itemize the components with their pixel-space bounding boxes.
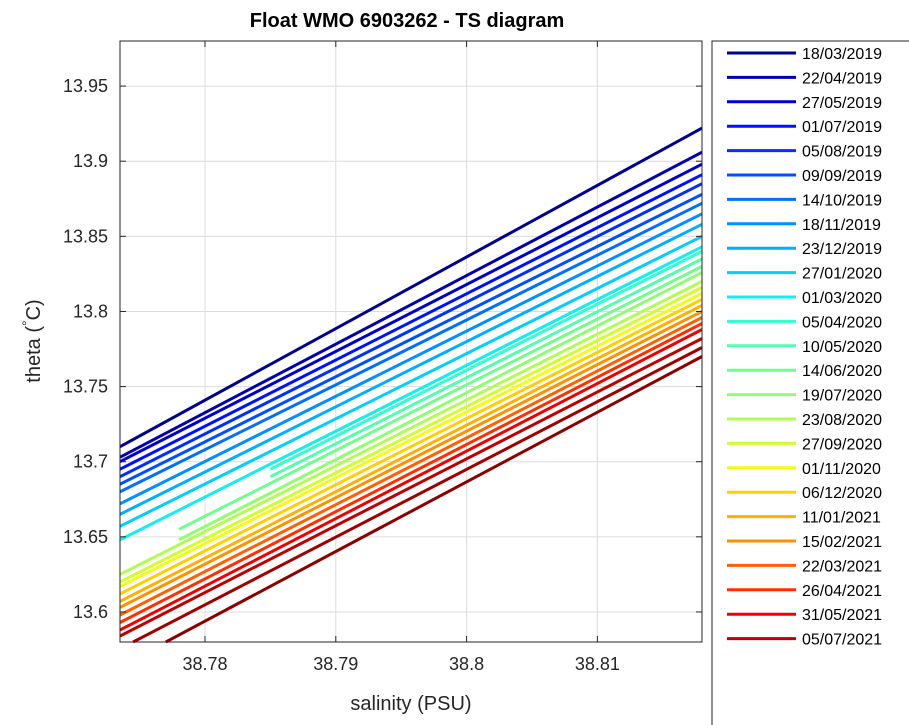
plot-area-frame	[119, 40, 703, 643]
legend-entry-label: 11/01/2021	[802, 510, 881, 527]
legend-entry-label: 06/12/2020	[802, 485, 882, 502]
series-line	[119, 337, 703, 638]
series-line	[119, 222, 703, 516]
y-tick-label: 13.95	[63, 76, 108, 96]
series-line	[119, 280, 703, 576]
chart-title: Float WMO 6903262 - TS diagram	[250, 10, 565, 32]
legend-entry-label: 05/08/2019	[802, 144, 882, 161]
series-line	[119, 201, 703, 494]
series-line	[119, 328, 703, 632]
series-line	[119, 322, 703, 624]
series-lines	[119, 126, 703, 644]
series-line	[119, 162, 703, 464]
legend-entry-label: 27/01/2020	[802, 266, 882, 283]
series-line	[165, 355, 703, 644]
y-axis-ticks: 13.6 13.65 13.7 13.75 13.8 13.85 13.9 13.95	[63, 76, 702, 622]
legend-entry-label: 14/06/2020	[802, 363, 882, 380]
legend-entry-label: 23/08/2020	[802, 412, 882, 429]
y-tick-label: 13.8	[73, 301, 108, 321]
legend-entry-label: 19/07/2020	[802, 388, 882, 405]
x-axis-label: salinity (PSU)	[350, 693, 471, 715]
y-tick-label: 13.85	[63, 226, 108, 246]
series-line	[119, 310, 703, 609]
x-tick-label: 38.79	[313, 654, 358, 674]
legend-entry-label: 26/04/2021	[802, 583, 882, 600]
series-line	[269, 250, 703, 471]
series-line	[119, 286, 703, 584]
series-line	[119, 192, 703, 486]
y-axis-label-main: theta (	[23, 326, 45, 383]
series-line	[119, 245, 703, 542]
legend-entry-label: 05/07/2021	[802, 632, 882, 649]
y-tick-label: 13.7	[73, 452, 108, 472]
series-line	[178, 265, 703, 531]
y-axis-label-degree: °	[19, 320, 35, 326]
series-line	[119, 292, 703, 588]
legend-entry-label: 05/04/2020	[802, 314, 882, 331]
legend-entry-label: 14/10/2019	[802, 192, 882, 209]
y-tick-label: 13.65	[63, 527, 108, 547]
legend-entry-label: 22/04/2019	[802, 70, 882, 87]
legend-entry-label: 27/09/2020	[802, 436, 882, 453]
legend-entry-label: 01/03/2020	[802, 290, 882, 307]
series-line	[119, 182, 703, 479]
series-line	[132, 346, 703, 644]
x-axis-ticks: 38.78 38.79 38.8 38.81	[182, 41, 620, 674]
legend-entry-label: 10/05/2020	[802, 339, 882, 356]
legend-entry-label: 18/11/2019	[802, 217, 881, 234]
legend-box	[711, 40, 909, 725]
legend-entry-label: 09/09/2019	[802, 168, 882, 185]
legend-entry-label: 23/12/2019	[802, 241, 882, 258]
y-axis-label-unit: C)	[23, 299, 45, 320]
series-line	[119, 234, 703, 528]
legend: 18/03/2019 22/04/2019 27/05/2019 01/07/2019…	[727, 46, 882, 649]
x-tick-label: 38.78	[182, 654, 227, 674]
legend-entry-label: 22/03/2021	[802, 558, 882, 575]
series-line	[119, 298, 703, 596]
y-tick-label: 13.9	[73, 151, 108, 171]
series-line	[119, 316, 703, 617]
y-axis-label: theta (°C)	[19, 299, 45, 382]
grid-lines	[120, 41, 702, 642]
legend-entry-label: 27/05/2019	[802, 95, 882, 112]
legend-entry-label: 31/05/2021	[802, 607, 882, 624]
series-line	[119, 212, 703, 506]
legend-entry-label: 01/07/2019	[802, 119, 882, 136]
legend-entry-label: 01/11/2020	[802, 461, 881, 478]
series-line	[269, 257, 703, 479]
series-line	[119, 150, 703, 459]
legend-entry-label: 18/03/2019	[802, 46, 882, 63]
x-tick-label: 38.81	[575, 654, 620, 674]
series-line	[119, 173, 703, 471]
y-tick-label: 13.75	[63, 377, 108, 397]
x-tick-label: 38.8	[449, 654, 484, 674]
series-line	[119, 126, 703, 449]
series-line	[178, 271, 703, 542]
legend-entry-label: 15/02/2021	[802, 534, 882, 551]
series-line	[119, 304, 703, 603]
y-tick-label: 13.6	[73, 602, 108, 622]
